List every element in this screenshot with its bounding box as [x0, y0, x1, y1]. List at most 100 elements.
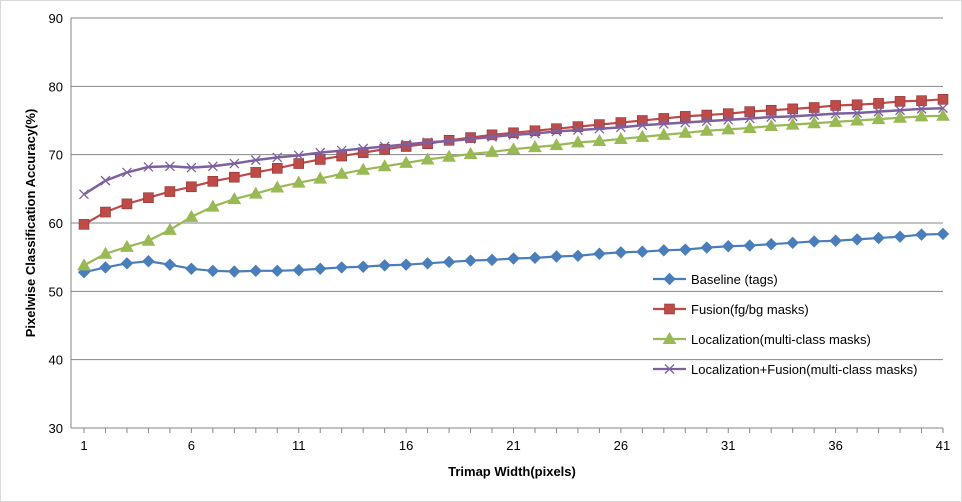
data-point [916, 103, 927, 114]
data-point [700, 241, 713, 254]
data-point [528, 251, 542, 265]
data-point [314, 262, 327, 275]
data-point [206, 264, 220, 278]
data-point [593, 247, 606, 260]
data-point [571, 249, 585, 263]
data-point [378, 259, 391, 272]
data-point [807, 235, 821, 248]
data-point [895, 105, 906, 116]
data-point [292, 263, 305, 277]
data-point [830, 108, 841, 119]
data-point [420, 152, 435, 165]
data-point [744, 106, 756, 117]
data-point [100, 175, 111, 186]
data-point [637, 120, 648, 131]
data-point [229, 158, 240, 169]
data-point [551, 126, 562, 137]
data-point [120, 239, 134, 252]
y-tick-label: 60 [49, 216, 63, 231]
data-point [530, 128, 540, 139]
data-point [356, 260, 370, 273]
data-point [742, 121, 757, 134]
data-point [358, 143, 369, 154]
data-point [786, 236, 799, 250]
data-point [184, 209, 199, 222]
data-point [271, 264, 284, 278]
legend-label: Baseline (tags) [691, 272, 778, 287]
data-point [809, 110, 820, 120]
x-tick-label: 21 [506, 438, 520, 453]
data-point [422, 137, 433, 148]
legend-label: Fusion(fg/bg masks) [691, 302, 809, 317]
data-point [250, 167, 262, 178]
data-point [291, 175, 306, 188]
data-point [723, 114, 734, 125]
data-point [764, 237, 778, 251]
data-point [678, 125, 693, 138]
x-tick-label: 26 [614, 438, 628, 453]
data-point [571, 135, 585, 148]
data-point [379, 143, 390, 155]
data-point [377, 159, 392, 172]
data-point [314, 154, 326, 165]
data-point [335, 261, 348, 274]
gridlines [71, 17, 943, 361]
legend-entry: Localization(multi-class masks) [653, 331, 871, 347]
data-point [721, 122, 736, 135]
data-point [465, 133, 476, 144]
data-point [141, 233, 156, 246]
data-point [938, 103, 948, 114]
data-point [248, 186, 263, 199]
data-point [893, 230, 907, 243]
x-tick-label: 6 [188, 438, 195, 453]
data-point [785, 117, 800, 130]
legend-label: Localization(multi-class masks) [691, 332, 871, 347]
data-point [379, 141, 390, 152]
data-point [807, 116, 822, 129]
data-point [766, 112, 777, 123]
series-1 [77, 227, 950, 279]
data-point [442, 149, 456, 162]
legend-marker [664, 364, 675, 374]
data-point [808, 102, 820, 113]
data-point [336, 145, 347, 156]
data-point [250, 155, 261, 166]
data-point [485, 144, 499, 157]
data-point [444, 136, 455, 146]
data-point [399, 155, 413, 168]
data-point [916, 95, 927, 106]
data-point [508, 129, 519, 140]
data-point [828, 114, 843, 127]
x-tick-label: 16 [399, 438, 413, 453]
data-point [186, 181, 197, 193]
x-tick-label: 36 [828, 438, 842, 453]
data-point [400, 141, 412, 152]
data-point [614, 131, 628, 144]
data-point [914, 109, 929, 122]
legend-entry: Localization+Fusion(multi-class masks) [653, 362, 918, 377]
data-point [207, 161, 218, 172]
data-point [508, 127, 519, 139]
data-point [79, 189, 89, 200]
data-point [399, 258, 413, 271]
data-point [787, 103, 798, 115]
data-point [227, 192, 242, 205]
data-point [228, 265, 241, 278]
data-point [764, 118, 779, 131]
legend-marker [662, 331, 677, 344]
data-point [142, 255, 155, 268]
data-point [744, 113, 755, 124]
data-point [551, 123, 562, 134]
data-point [636, 245, 649, 258]
data-point [572, 125, 583, 136]
x-tick-label: 1 [80, 438, 87, 453]
data-point [572, 121, 584, 132]
data-point [765, 104, 777, 116]
legend-marker [663, 272, 676, 286]
legend-entry: Fusion(fg/bg masks) [653, 302, 809, 317]
data-point [656, 127, 671, 140]
data-point [894, 96, 906, 107]
data-point [163, 222, 177, 235]
